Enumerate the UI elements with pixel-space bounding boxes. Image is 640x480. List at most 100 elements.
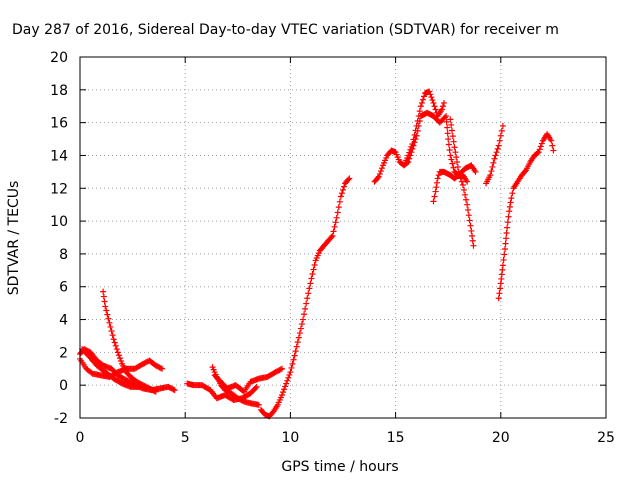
data-point [114,349,121,356]
y-tick-label: 20 [50,50,68,66]
x-tick-label: 15 [387,430,405,446]
data-point [431,103,438,110]
x-tick-label: 10 [281,430,299,446]
data-point [491,155,498,162]
data-point [549,142,556,149]
data-point [452,149,459,156]
data-point [506,203,513,210]
data-point [489,163,496,170]
data-point [294,339,301,346]
y-tick-label: -2 [54,411,68,427]
data-point [377,168,384,175]
data-point [416,108,423,115]
data-point [492,152,499,159]
data-point [449,133,456,140]
data-point [301,311,308,318]
data-point [548,137,555,144]
data-point [550,147,557,154]
data-point [286,371,293,378]
data-point [170,386,177,393]
data-point [434,175,441,182]
data-point [438,106,445,113]
data-point [116,355,123,362]
y-tick-label: 6 [59,280,68,296]
data-point [467,222,474,229]
data-point [406,155,413,162]
data-point [102,303,109,310]
data-point [308,275,315,282]
data-point [417,103,424,110]
data-point [431,193,438,200]
data-point [101,298,108,305]
data-point [295,334,302,341]
data-point [287,369,294,376]
x-tick-label: 0 [76,430,85,446]
data-point [496,137,503,144]
data-point [500,256,507,263]
data-point [283,380,290,387]
data-point [538,140,545,147]
data-point [495,295,502,302]
data-point [289,360,296,367]
data-point [464,201,471,208]
data-point [465,212,472,219]
data-point [433,179,440,186]
data-point [278,365,285,372]
data-point [469,237,476,244]
data-point [291,352,298,359]
data-point [433,184,440,191]
y-tick-label: 14 [50,148,68,164]
y-tick-label: 10 [50,214,68,230]
data-point [107,323,114,330]
data-point [421,93,428,100]
data-point [329,232,336,239]
data-point [444,124,451,131]
y-tick-label: 12 [50,181,68,197]
data-point [412,136,419,143]
data-point [135,383,142,390]
grid-lines [80,57,606,418]
chart-title: Day 287 of 2016, Sidereal Day-to-day VTE… [12,22,559,38]
data-point [494,145,501,152]
data-point [426,88,433,95]
y-tick-label: 16 [50,116,68,132]
data-point [468,227,475,234]
data-point [451,144,458,151]
data-point [311,261,318,268]
data-point [445,141,452,148]
data-point [418,99,425,106]
data-point [280,389,287,396]
data-point [432,188,439,195]
data-point [432,106,439,113]
data-point [464,178,471,185]
data-point [375,173,382,180]
data-point [428,94,435,101]
data-point [487,172,494,179]
data-point [284,377,291,384]
data-point [309,271,316,278]
data-point [458,178,465,185]
data-point [457,175,464,182]
data-point [496,290,503,297]
data-point [310,266,317,273]
data-point [447,152,454,159]
data-point [498,127,505,134]
y-tick-label: 18 [50,83,68,99]
data-point [331,223,338,230]
data-point [104,311,111,318]
data-point [507,199,514,206]
data-point [462,191,469,198]
data-point [450,164,457,171]
data-point [171,387,178,394]
data-point [466,217,473,224]
data-point [440,99,447,106]
data-point [302,305,309,312]
data-point [404,159,411,166]
data-point [446,146,453,153]
data-point [419,96,426,103]
data-point [278,392,285,399]
data-point [463,196,470,203]
data-point [293,343,300,350]
data-point [537,143,544,150]
